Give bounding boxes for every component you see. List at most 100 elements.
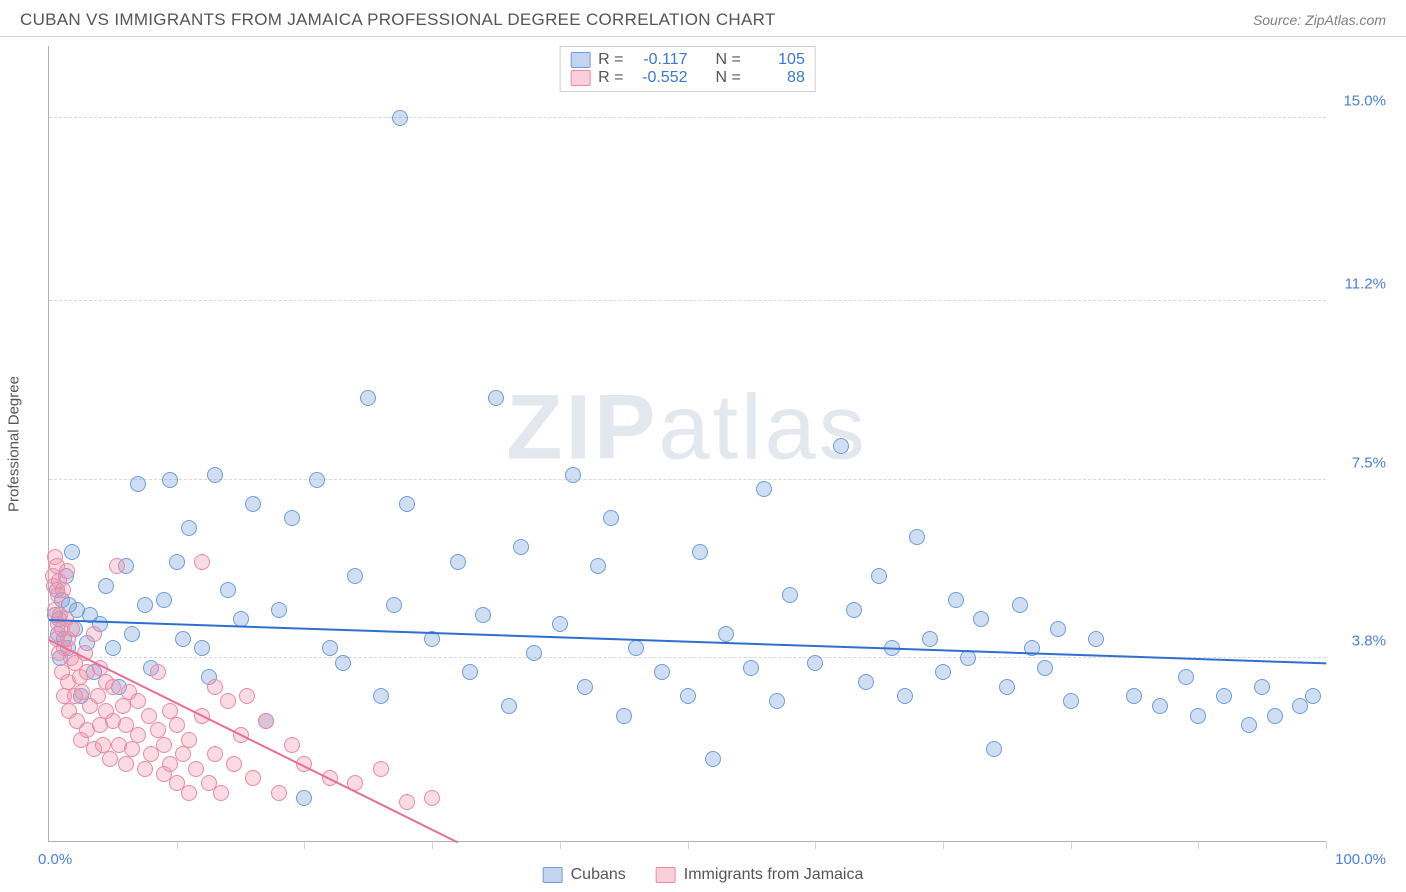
- data-point: [692, 544, 708, 560]
- data-point: [1241, 717, 1257, 733]
- data-point: [347, 568, 363, 584]
- data-point: [526, 645, 542, 661]
- data-point: [130, 693, 146, 709]
- data-point: [718, 626, 734, 642]
- data-point: [399, 496, 415, 512]
- data-point: [239, 688, 255, 704]
- data-point: [577, 679, 593, 695]
- data-point: [922, 631, 938, 647]
- data-point: [1037, 660, 1053, 676]
- data-point: [335, 655, 351, 671]
- data-point: [245, 770, 261, 786]
- data-point: [271, 602, 287, 618]
- data-point: [628, 640, 644, 656]
- r-label: R =: [598, 69, 623, 87]
- data-point: [1190, 708, 1206, 724]
- n-label: N =: [716, 51, 741, 69]
- data-point: [245, 496, 261, 512]
- data-point: [373, 761, 389, 777]
- x-tick: [560, 841, 561, 849]
- chart-area: ZIPatlas Professional Degree 3.8%7.5%11.…: [48, 46, 1326, 842]
- data-point: [897, 688, 913, 704]
- data-point: [603, 510, 619, 526]
- data-point: [1254, 679, 1270, 695]
- chart-title: CUBAN VS IMMIGRANTS FROM JAMAICA PROFESS…: [20, 10, 776, 30]
- y-tick-label: 11.2%: [1345, 276, 1386, 293]
- data-point: [64, 544, 80, 560]
- data-point: [769, 693, 785, 709]
- data-point: [782, 587, 798, 603]
- legend-stats-row: R =-0.117N =105: [570, 51, 805, 69]
- x-tick: [177, 841, 178, 849]
- data-point: [654, 664, 670, 680]
- data-point: [55, 582, 71, 598]
- data-point: [284, 510, 300, 526]
- data-point: [322, 640, 338, 656]
- y-tick-label: 15.0%: [1343, 93, 1386, 110]
- data-point: [98, 578, 114, 594]
- data-point: [137, 597, 153, 613]
- data-point: [59, 563, 75, 579]
- legend-item: Immigrants from Jamaica: [656, 866, 864, 884]
- x-tick: [943, 841, 944, 849]
- r-value: -0.552: [632, 69, 688, 87]
- n-value: 88: [749, 69, 805, 87]
- data-point: [399, 794, 415, 810]
- data-point: [807, 655, 823, 671]
- data-point: [271, 785, 287, 801]
- x-tick: [1198, 841, 1199, 849]
- y-tick-label: 7.5%: [1352, 454, 1386, 471]
- data-point: [1178, 669, 1194, 685]
- data-point: [309, 472, 325, 488]
- data-point: [743, 660, 759, 676]
- data-point: [124, 626, 140, 642]
- data-point: [424, 790, 440, 806]
- n-label: N =: [716, 69, 741, 87]
- legend-swatch: [543, 867, 563, 883]
- data-point: [833, 438, 849, 454]
- data-point: [1012, 597, 1028, 613]
- data-point: [194, 554, 210, 570]
- x-axis-start-label: 0.0%: [38, 851, 72, 868]
- data-point: [999, 679, 1015, 695]
- legend-bottom: Cubans Immigrants from Jamaica: [543, 866, 864, 884]
- data-point: [207, 746, 223, 762]
- data-point: [181, 785, 197, 801]
- chart-header: CUBAN VS IMMIGRANTS FROM JAMAICA PROFESS…: [0, 0, 1406, 37]
- legend-stats-row: R = -0.552 N = 88: [570, 69, 805, 87]
- x-tick: [304, 841, 305, 849]
- legend-item: Cubans: [543, 866, 626, 884]
- plot-region: 3.8%7.5%11.2%15.0%R =-0.117N =105R =-0.5…: [48, 46, 1326, 842]
- data-point: [169, 717, 185, 733]
- data-point: [169, 554, 185, 570]
- legend-swatch: [570, 52, 590, 68]
- legend-stats: R =-0.117N =105R =-0.552N =88: [559, 46, 816, 92]
- data-point: [501, 698, 517, 714]
- data-point: [258, 713, 274, 729]
- data-point: [105, 679, 121, 695]
- data-point: [973, 611, 989, 627]
- data-point: [392, 110, 408, 126]
- data-point: [986, 741, 1002, 757]
- y-tick-label: 3.8%: [1352, 632, 1386, 649]
- n-value: 105: [749, 51, 805, 69]
- data-point: [156, 737, 172, 753]
- data-point: [1267, 708, 1283, 724]
- x-tick: [1071, 841, 1072, 849]
- data-point: [86, 626, 102, 642]
- data-point: [462, 664, 478, 680]
- data-point: [118, 756, 134, 772]
- data-point: [207, 679, 223, 695]
- data-point: [156, 592, 172, 608]
- data-point: [373, 688, 389, 704]
- data-point: [909, 529, 925, 545]
- data-point: [1305, 688, 1321, 704]
- data-point: [124, 741, 140, 757]
- data-point: [162, 472, 178, 488]
- data-point: [90, 688, 106, 704]
- data-point: [175, 631, 191, 647]
- data-point: [1063, 693, 1079, 709]
- data-point: [705, 751, 721, 767]
- data-point: [137, 761, 153, 777]
- x-tick: [432, 841, 433, 849]
